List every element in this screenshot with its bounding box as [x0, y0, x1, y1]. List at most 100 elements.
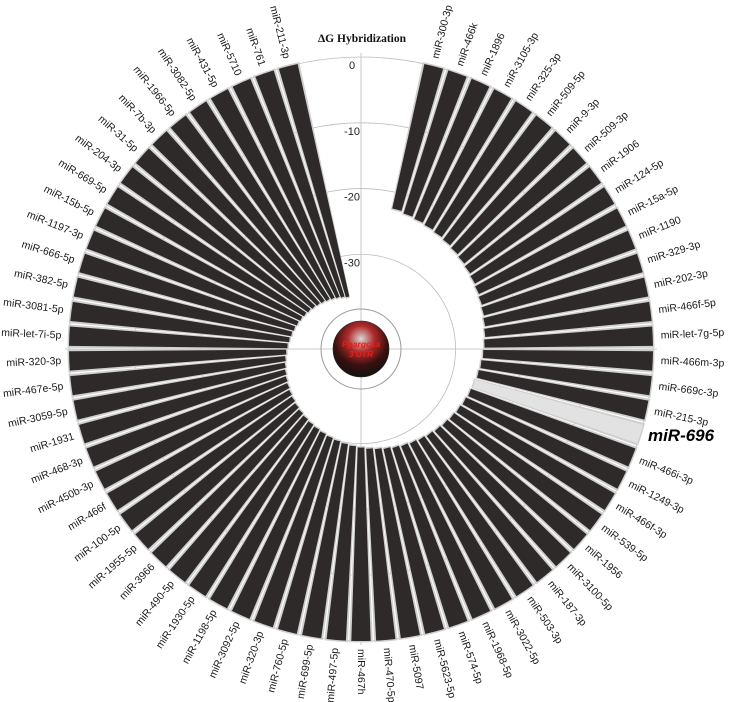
category-label: miR-1968-5p [479, 620, 515, 680]
category-label: miR-466i-3p [637, 455, 695, 487]
category-label: miR-3081-5p [3, 296, 65, 316]
bar [403, 70, 467, 217]
bar [73, 362, 286, 420]
center-label-gene: Ppargc1a [342, 339, 381, 349]
bar [73, 277, 293, 337]
category-label: miR-5097 [406, 644, 426, 691]
bar [79, 253, 296, 331]
tick-label: -30 [344, 257, 360, 269]
category-label: miR-5623-5p [431, 638, 458, 700]
category-label: miR-466m-3p [661, 355, 725, 370]
bar [120, 167, 311, 313]
category-label: miR-329-3p [646, 238, 702, 266]
category-label: miR-202-3p [653, 268, 709, 291]
bar [462, 397, 627, 489]
bar [470, 187, 615, 284]
bar [170, 115, 325, 304]
bar [401, 443, 491, 619]
axis-layer: ΔG Hybridization 0 -10 -20 -30 [318, 33, 407, 269]
tick-label: -20 [344, 192, 360, 204]
axis-title: ΔG Hybridization [318, 33, 407, 45]
bar [231, 431, 326, 619]
category-label: miR-467h [355, 649, 367, 695]
category-label: miR-699-5p [295, 643, 316, 699]
category-label: miR-let-7i-5p [1, 327, 62, 342]
category-label: miR-574-5p [456, 630, 486, 686]
category-label: miR-466f-5p [658, 297, 717, 316]
bar [477, 370, 649, 420]
bar [443, 115, 552, 246]
bar [69, 349, 287, 371]
category-label: miR-1906 [598, 138, 642, 175]
bar [232, 78, 340, 299]
bar [70, 301, 290, 343]
bar [151, 409, 304, 567]
category-label: miR-300-3p [430, 4, 455, 60]
category-label: miR-1931 [29, 431, 76, 456]
category-label: miR-467e-5p [2, 381, 64, 401]
category-label: miR-382-5p [13, 268, 69, 291]
bar [107, 389, 292, 511]
bar [483, 277, 649, 327]
bar [86, 376, 288, 467]
bar-highlight [472, 379, 643, 444]
category-label: miR-1197-3p [25, 208, 85, 242]
category-label: miR-1956 [583, 542, 625, 581]
category-label: miR-320-3p [6, 355, 61, 369]
bar [484, 301, 652, 338]
bar [480, 360, 652, 396]
bar [414, 78, 490, 223]
category-label: miR-761 [243, 26, 267, 68]
category-label: miR-669c-3p [658, 381, 719, 400]
bar [418, 436, 533, 597]
bar [169, 415, 308, 583]
category-label: miR-let-7g-5p [660, 327, 724, 342]
category-label: miR-5710 [214, 31, 244, 78]
bar [442, 419, 587, 549]
bars-layer [67, 62, 655, 643]
center-hub: Ppargc1a 3'UTR [320, 308, 402, 390]
category-label: miR-9-3p [564, 96, 603, 136]
bar [475, 208, 626, 295]
bar [468, 388, 636, 467]
bar [392, 63, 444, 211]
category-label: miR-15b-5p [42, 183, 96, 219]
bar [392, 445, 468, 628]
bar [449, 413, 602, 531]
category-label: miR-3092-5p [207, 620, 243, 680]
bar [190, 101, 330, 302]
bar [426, 431, 553, 583]
category-label: miR-15a-5p [626, 183, 680, 219]
bar [135, 403, 299, 549]
bar [326, 445, 356, 641]
bar [434, 101, 532, 238]
bar [96, 208, 303, 321]
category-label: miR-760-5p [265, 638, 290, 694]
bar [302, 442, 348, 639]
center-ring [320, 308, 402, 390]
bar [366, 448, 396, 641]
bar [70, 356, 286, 396]
category-label: miR-466f [66, 501, 109, 534]
bar [189, 421, 314, 597]
bar [424, 89, 512, 230]
category-label: miR-3059-5p [7, 406, 69, 430]
bar [210, 89, 335, 300]
bar [79, 369, 287, 444]
bar [451, 131, 570, 255]
center-sphere [332, 320, 390, 378]
category-label: miR-1190 [637, 214, 683, 242]
category-label: miR-666-5p [20, 239, 76, 267]
center-label-utr: 3'UTR [349, 349, 374, 359]
bar [482, 349, 653, 371]
category-label: miR-468-3p [29, 455, 85, 487]
bar [135, 148, 316, 309]
category-label: miR-1896 [478, 31, 508, 78]
bar [86, 230, 299, 326]
category-label: miR-466k [454, 21, 480, 68]
category-label-highlight: miR-696 [648, 426, 715, 445]
bar [484, 326, 653, 348]
bar [278, 63, 350, 298]
tick-label: -10 [344, 126, 360, 138]
bar [351, 447, 371, 642]
